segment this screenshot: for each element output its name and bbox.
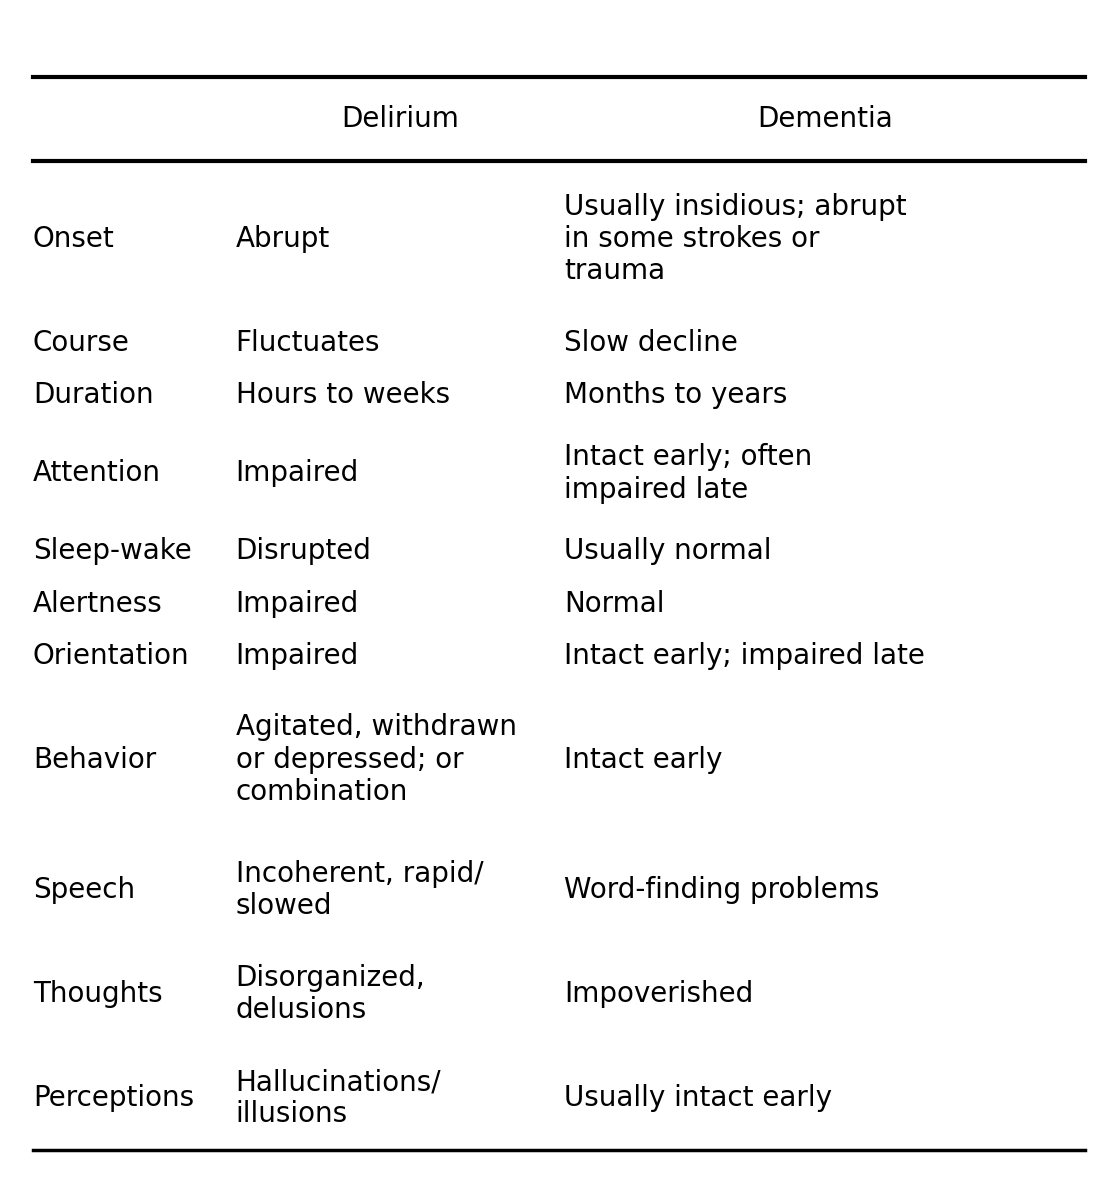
Text: Impoverished: Impoverished <box>564 980 754 1008</box>
Text: Abrupt: Abrupt <box>236 225 330 253</box>
Text: Impaired: Impaired <box>236 641 358 670</box>
Text: Intact early: Intact early <box>564 746 723 774</box>
Text: Alertness: Alertness <box>33 590 162 617</box>
Text: Orientation: Orientation <box>33 641 190 670</box>
Text: Intact early; impaired late: Intact early; impaired late <box>564 641 925 670</box>
Text: Intact early; often
impaired late: Intact early; often impaired late <box>564 443 813 503</box>
Text: Fluctuates: Fluctuates <box>236 329 380 358</box>
Text: Usually intact early: Usually intact early <box>564 1085 833 1112</box>
Text: Speech: Speech <box>33 876 135 904</box>
Text: Duration: Duration <box>33 381 153 409</box>
Text: Delirium: Delirium <box>341 105 459 134</box>
Text: Hours to weeks: Hours to weeks <box>236 381 449 409</box>
Text: Disrupted: Disrupted <box>236 538 372 565</box>
Text: Disorganized,
delusions: Disorganized, delusions <box>236 964 425 1024</box>
Text: Slow decline: Slow decline <box>564 329 739 358</box>
Text: Sleep-wake: Sleep-wake <box>33 538 192 565</box>
Text: Impaired: Impaired <box>236 459 358 488</box>
Text: Months to years: Months to years <box>564 381 788 409</box>
Text: Agitated, withdrawn
or depressed; or
combination: Agitated, withdrawn or depressed; or com… <box>236 713 516 806</box>
Text: Impaired: Impaired <box>236 590 358 617</box>
Text: Onset: Onset <box>33 225 115 253</box>
Text: Normal: Normal <box>564 590 665 617</box>
Text: Course: Course <box>33 329 129 358</box>
Text: Perceptions: Perceptions <box>33 1085 194 1112</box>
Text: Attention: Attention <box>33 459 161 488</box>
Text: Dementia: Dementia <box>757 105 892 134</box>
Text: Thoughts: Thoughts <box>33 980 162 1008</box>
Text: Word-finding problems: Word-finding problems <box>564 876 880 904</box>
Text: Behavior: Behavior <box>33 746 156 774</box>
Text: Incoherent, rapid/
slowed: Incoherent, rapid/ slowed <box>236 859 483 920</box>
Text: Usually normal: Usually normal <box>564 538 772 565</box>
Text: Usually insidious; abrupt
in some strokes or
trauma: Usually insidious; abrupt in some stroke… <box>564 193 907 285</box>
Text: Hallucinations/
illusions: Hallucinations/ illusions <box>236 1068 442 1129</box>
